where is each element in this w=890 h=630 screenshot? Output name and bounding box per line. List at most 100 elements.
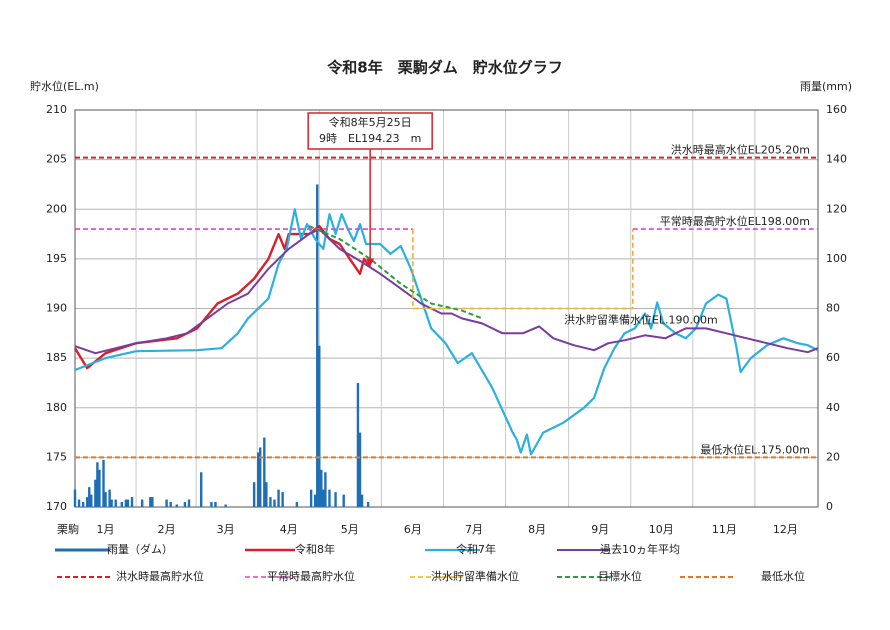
rain-bar	[120, 502, 124, 507]
rain-bar	[175, 504, 178, 507]
y-tick-label: 185	[46, 351, 67, 364]
x-tick-label: 8月	[528, 523, 546, 536]
rain-bar	[108, 489, 111, 507]
series-layer	[73, 156, 819, 507]
legend-label: 過去10ヵ年平均	[600, 542, 680, 556]
rain-bar	[277, 489, 280, 507]
rain-bar	[110, 499, 113, 507]
y2-tick-label: 0	[826, 500, 833, 513]
x-tick-label: 11月	[712, 523, 737, 536]
series-line	[412, 229, 634, 310]
rain-bar	[342, 494, 345, 507]
legend-label: 平常時最高貯水位	[267, 569, 355, 583]
rain-bar	[366, 502, 370, 507]
legend-label: 目標水位	[598, 569, 642, 583]
y-tick-label: 200	[46, 202, 67, 215]
rain-bar	[318, 345, 321, 507]
rain-bar	[356, 382, 360, 507]
rain-bar	[81, 502, 85, 507]
rain-bar	[88, 487, 91, 507]
y-tick-label: 195	[46, 252, 67, 265]
y2-tick-label: 120	[826, 202, 847, 215]
y-tick-label: 190	[46, 302, 67, 315]
rain-bar	[169, 502, 172, 507]
plot-frame	[74, 109, 819, 508]
x-tick-label: 6月	[404, 523, 422, 536]
rain-bar	[210, 502, 213, 507]
callout-arrowhead	[366, 258, 375, 267]
reference-label: 平常時最高貯水位EL198.00m	[660, 214, 810, 228]
x-tick-label: 2月	[158, 523, 176, 536]
rain-bar	[265, 482, 268, 507]
rain-bar	[73, 489, 77, 507]
rain-bar	[214, 502, 217, 507]
rain-bar	[96, 462, 99, 507]
x-tick-label: 1月	[97, 523, 115, 536]
y-tick-label: 175	[46, 450, 67, 463]
x-tick-label: 3月	[217, 523, 235, 536]
y2-tick-label: 160	[826, 103, 847, 116]
rain-bar	[104, 492, 107, 507]
rain-bar	[252, 482, 256, 507]
reference-label: 最低水位EL.175.00m	[700, 442, 810, 456]
y-tick-label: 170	[46, 500, 67, 513]
legend-label: 洪水時最高貯水位	[116, 569, 204, 583]
legend-label: 令和7年	[456, 542, 496, 556]
chart-title: 令和8年 栗駒ダム 貯水位グラフ	[327, 59, 562, 77]
x-tick-label: 7月	[465, 523, 483, 536]
legend-label: 雨量（ダム）	[107, 542, 173, 556]
reference-label: 洪水貯留準備水位EL.190.00m	[564, 313, 718, 327]
y-tick-label: 205	[46, 153, 67, 166]
rain-bar	[183, 502, 187, 507]
rain-bar	[295, 502, 299, 507]
y2-tick-label: 40	[826, 401, 840, 414]
rain-bar	[94, 479, 97, 507]
rain-bar	[165, 499, 168, 507]
rain-bar	[259, 447, 262, 507]
rain-bar	[187, 499, 191, 507]
legend-label: 洪水貯留準備水位	[431, 569, 519, 583]
x-tick-label: 10月	[649, 523, 674, 536]
legend-label: 令和8年	[295, 542, 335, 556]
x-axis-title: 栗駒	[57, 523, 79, 536]
rain-bar	[314, 494, 317, 507]
rain-bar	[140, 499, 144, 507]
callout-text: 9時 EL194.23 m	[319, 132, 421, 145]
rain-bar	[98, 469, 101, 507]
y-tick-label: 210	[46, 103, 67, 116]
rain-bar	[257, 452, 260, 507]
rain-bar	[334, 492, 337, 507]
callout-box	[307, 112, 433, 150]
y2-tick-label: 100	[826, 252, 847, 265]
rain-bar	[200, 472, 203, 507]
x-tick-label: 4月	[280, 523, 298, 536]
rain-bar	[263, 437, 266, 507]
x-tick-label: 5月	[341, 523, 359, 536]
rain-bar	[269, 497, 272, 507]
x-tick-label: 9月	[591, 523, 609, 536]
rain-bar	[281, 492, 284, 507]
rain-bar	[324, 472, 327, 507]
y-axis-title: 貯水位(EL.m)	[30, 79, 99, 93]
legend-label: 最低水位	[761, 569, 805, 583]
y2-tick-label: 20	[826, 450, 840, 463]
rain-bar	[149, 497, 152, 507]
rain-bar	[114, 499, 117, 507]
y2-tick-label: 80	[826, 302, 840, 315]
rain-bar	[358, 432, 362, 507]
x-tick-label: 12月	[773, 523, 798, 536]
y2-tick-label: 60	[826, 351, 840, 364]
rain-bar	[309, 489, 313, 507]
rain-bar	[86, 497, 89, 507]
rain-bar	[322, 489, 325, 507]
rain-bar	[224, 504, 227, 507]
rain-bar	[151, 497, 154, 507]
y2-axis-title: 雨量(mm)	[800, 80, 852, 93]
rain-bar	[273, 499, 276, 507]
rain-bar	[90, 494, 93, 507]
series-line	[308, 225, 483, 320]
rain-bar	[328, 489, 331, 507]
series-line	[74, 228, 819, 355]
rain-bar	[77, 499, 81, 507]
rain-bar	[126, 499, 130, 507]
